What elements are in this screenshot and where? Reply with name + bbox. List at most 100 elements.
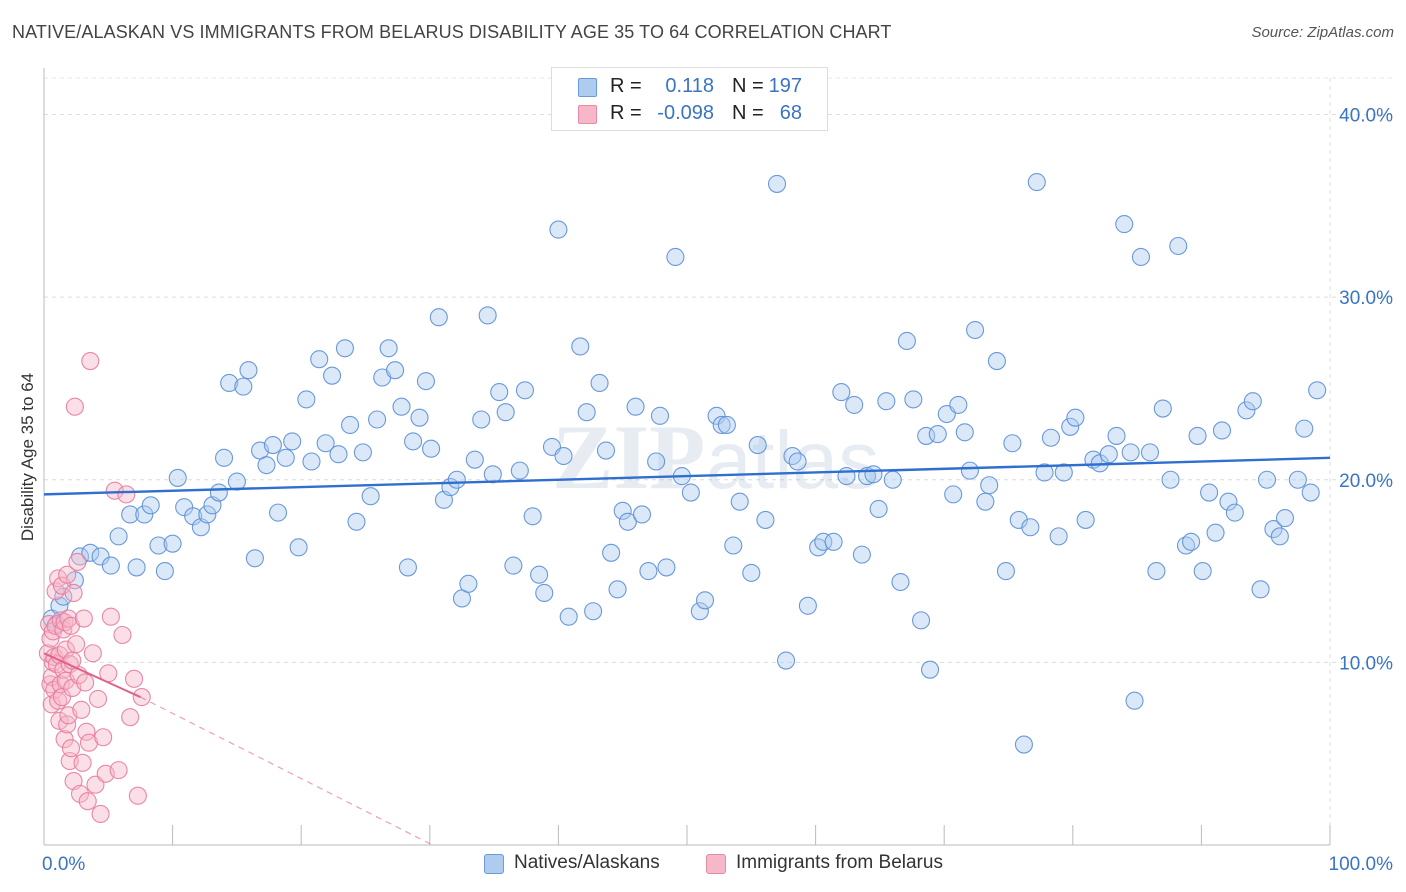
data-point — [559, 607, 578, 626]
trend-line — [43, 652, 141, 698]
data-point — [81, 352, 100, 371]
data-point — [61, 739, 81, 758]
data-point — [368, 410, 387, 429]
data-point — [596, 441, 616, 460]
trend-line — [43, 456, 1331, 496]
data-point — [657, 558, 676, 577]
data-point — [323, 366, 342, 385]
data-point — [695, 591, 715, 610]
data-point — [109, 761, 128, 780]
data-point — [767, 174, 787, 193]
data-point — [515, 381, 535, 400]
data-point — [209, 483, 228, 502]
data-point — [1188, 426, 1207, 445]
data-point — [510, 461, 529, 480]
data-point — [316, 434, 335, 453]
data-point — [101, 607, 120, 626]
data-point — [639, 562, 658, 581]
data-point — [577, 403, 596, 422]
data-point — [58, 715, 77, 734]
data-point — [1021, 518, 1040, 537]
data-point — [535, 583, 554, 603]
data-point — [650, 406, 670, 425]
trend-lines — [43, 456, 1331, 846]
data-point — [155, 562, 174, 581]
data-point — [814, 532, 833, 551]
data-point — [549, 220, 568, 239]
data-point — [81, 543, 100, 562]
data-point — [1212, 421, 1232, 440]
legend-row-natives: R = 0.118 N = 197 — [552, 75, 827, 99]
data-point — [626, 397, 645, 416]
data-point — [416, 372, 435, 391]
data-point — [1301, 483, 1320, 502]
data-point — [386, 361, 405, 380]
data-point — [864, 465, 883, 484]
data-point — [647, 452, 666, 471]
data-point — [949, 395, 968, 414]
data-point — [1219, 492, 1238, 511]
legend-swatch-belarus — [578, 105, 597, 124]
data-point — [1014, 735, 1033, 754]
data-point — [128, 786, 147, 805]
data-point — [198, 505, 217, 524]
data-point — [101, 556, 120, 575]
data-point — [666, 247, 685, 267]
data-point — [845, 395, 864, 414]
data-point — [67, 635, 86, 654]
data-point — [1193, 562, 1212, 581]
data-point — [109, 527, 128, 546]
data-point — [928, 425, 947, 444]
data-point — [429, 308, 448, 327]
series-natives-alaskans — [42, 173, 1327, 754]
data-point — [824, 532, 843, 551]
data-point — [1288, 470, 1307, 489]
data-point — [590, 373, 609, 393]
data-point — [1308, 381, 1327, 400]
data-point — [1027, 173, 1046, 192]
data-point — [341, 415, 360, 435]
data-point — [1275, 509, 1295, 528]
data-point — [832, 383, 851, 402]
data-point — [1237, 401, 1256, 420]
data-point — [1041, 428, 1060, 447]
data-point — [1153, 399, 1172, 418]
data-point — [1257, 470, 1277, 489]
data-point — [379, 339, 398, 358]
data-point — [68, 552, 87, 571]
data-point — [504, 556, 523, 575]
data-point — [220, 373, 239, 393]
data-point — [1200, 483, 1219, 502]
data-point — [1003, 434, 1022, 453]
data-point — [955, 423, 974, 442]
data-point — [113, 625, 132, 645]
data-point — [289, 538, 308, 557]
data-point — [897, 331, 916, 351]
data-point — [459, 574, 478, 593]
data-point — [94, 728, 113, 747]
data-point — [877, 392, 896, 411]
data-point — [78, 792, 97, 811]
data-point — [478, 306, 497, 325]
watermark: ZIP atlas — [552, 406, 879, 508]
data-point — [91, 547, 110, 566]
n-value: 197 — [768, 75, 802, 97]
y-axis-label: Disability Age 35 to 64 — [18, 372, 37, 542]
data-point — [1035, 463, 1054, 482]
data-point — [1206, 523, 1225, 542]
data-point — [837, 467, 856, 486]
source-label: Source: ZipAtlas.com — [1251, 24, 1394, 41]
data-point — [490, 383, 509, 402]
data-point — [1099, 445, 1118, 464]
data-point — [980, 476, 999, 495]
data-point — [245, 549, 264, 568]
data-point — [602, 543, 621, 562]
legend-swatch-natives — [484, 854, 504, 874]
data-point — [1115, 215, 1134, 234]
data-point — [88, 689, 108, 708]
legend-label-natives: Natives/Alaskans — [514, 852, 660, 873]
data-point — [1264, 520, 1283, 539]
data-point — [283, 432, 302, 451]
data-point — [269, 503, 288, 522]
